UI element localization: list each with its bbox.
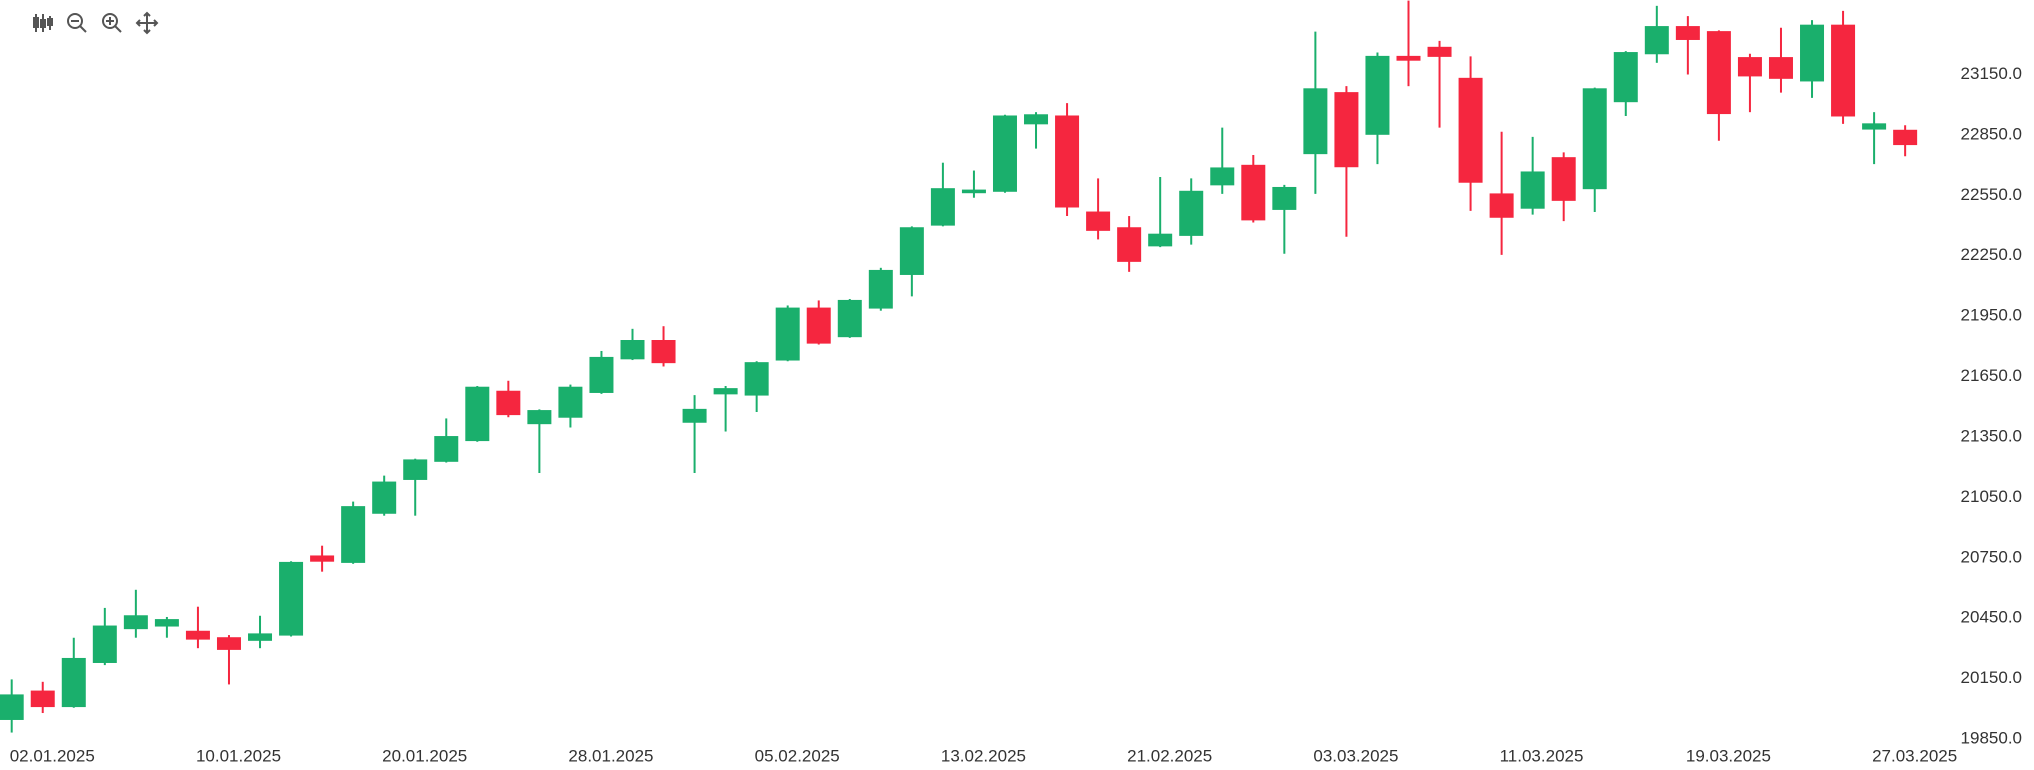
candle-body [682, 408, 707, 423]
y-tick-label: 21050.0 [1961, 487, 2022, 506]
candle-body [527, 410, 552, 425]
candle-body [123, 615, 148, 630]
pan-icon[interactable] [135, 11, 159, 35]
candle-body [1086, 211, 1111, 231]
candle-body [1148, 233, 1173, 247]
x-tick-label: 05.02.2025 [755, 746, 840, 765]
candle-body [899, 227, 924, 275]
y-tick-label: 20150.0 [1961, 668, 2022, 687]
candle-body [1893, 129, 1918, 146]
candle-body [620, 340, 645, 360]
candle-body [248, 633, 273, 641]
candle-body [961, 189, 986, 194]
candle-body [930, 188, 955, 226]
x-tick-label: 11.03.2025 [1500, 746, 1584, 765]
candle-body [1241, 164, 1266, 221]
candle-body [1862, 123, 1887, 130]
x-tick-label: 20.01.2025 [382, 746, 467, 765]
x-tick-label: 28.01.2025 [568, 746, 653, 765]
candle-body [1272, 186, 1297, 210]
candle-body [496, 390, 521, 416]
y-tick-label: 21350.0 [1961, 426, 2022, 445]
candle-body [341, 506, 366, 563]
candle-body [558, 386, 583, 418]
x-tick-label: 10.01.2025 [196, 746, 281, 765]
candle-body [1582, 88, 1607, 190]
candle-body [1117, 227, 1142, 262]
candle-body [1520, 171, 1545, 209]
zoom-out-icon[interactable] [67, 13, 87, 33]
candle-body [713, 388, 738, 395]
y-tick-label: 19850.0 [1961, 728, 2022, 747]
candle-body [837, 299, 862, 338]
y-tick-label: 22250.0 [1961, 245, 2022, 264]
x-tick-label: 13.02.2025 [941, 746, 1026, 765]
candle-body [992, 115, 1017, 192]
x-tick-label: 03.03.2025 [1313, 746, 1398, 765]
x-tick-label: 19.03.2025 [1686, 746, 1771, 765]
candle-body [589, 356, 614, 393]
candle-body [1179, 190, 1204, 236]
candle-body [1427, 46, 1452, 57]
candle-body [1210, 167, 1235, 186]
candle-body [1706, 31, 1731, 115]
candle-body [403, 459, 428, 480]
candle-body [61, 657, 86, 708]
candle-body [30, 690, 55, 708]
candle-body [1737, 57, 1762, 77]
y-tick-label: 21950.0 [1961, 306, 2022, 325]
candle-body [1055, 115, 1080, 208]
candle-body [1551, 157, 1576, 201]
candle-body [775, 307, 800, 361]
candle-body [1768, 57, 1793, 79]
candle-body [310, 555, 335, 562]
candle-body [1303, 88, 1328, 155]
y-tick-label: 21650.0 [1961, 366, 2022, 385]
candle-body [1458, 77, 1483, 183]
candle-body [372, 481, 397, 514]
candle-body [1675, 26, 1700, 40]
y-tick-label: 20750.0 [1961, 547, 2022, 566]
zoom-in-icon[interactable] [102, 13, 122, 33]
candle-body [1396, 55, 1421, 61]
candle-body [92, 625, 117, 663]
candle-body [1613, 52, 1638, 103]
toolbar [33, 11, 159, 35]
y-tick-label: 23150.0 [1961, 64, 2022, 83]
y-tick-label: 22550.0 [1961, 185, 2022, 204]
x-tick-label: 27.03.2025 [1872, 746, 1957, 765]
candle-body [1334, 92, 1359, 168]
candle-body [1644, 26, 1669, 55]
y-tick-label: 22850.0 [1961, 124, 2022, 143]
candle-body [465, 386, 490, 442]
candle-body [651, 340, 676, 364]
candle-body [279, 561, 304, 636]
candle-body [1024, 114, 1049, 125]
y-tick-label: 20450.0 [1961, 608, 2022, 627]
candle-body [806, 307, 831, 344]
candle-body [185, 630, 210, 640]
candle-body [1365, 55, 1390, 135]
candle-body [1489, 193, 1514, 218]
candle-body [744, 362, 769, 396]
candles-icon[interactable] [33, 14, 53, 32]
candle-body [216, 637, 241, 650]
candle-body [1800, 24, 1825, 82]
candle-body [0, 694, 24, 720]
candle-body [154, 619, 179, 627]
x-tick-label: 02.01.2025 [10, 746, 95, 765]
x-tick-label: 21.02.2025 [1127, 746, 1212, 765]
candle-body [1831, 24, 1856, 117]
candle-body [868, 269, 893, 309]
candle-body [434, 436, 459, 462]
